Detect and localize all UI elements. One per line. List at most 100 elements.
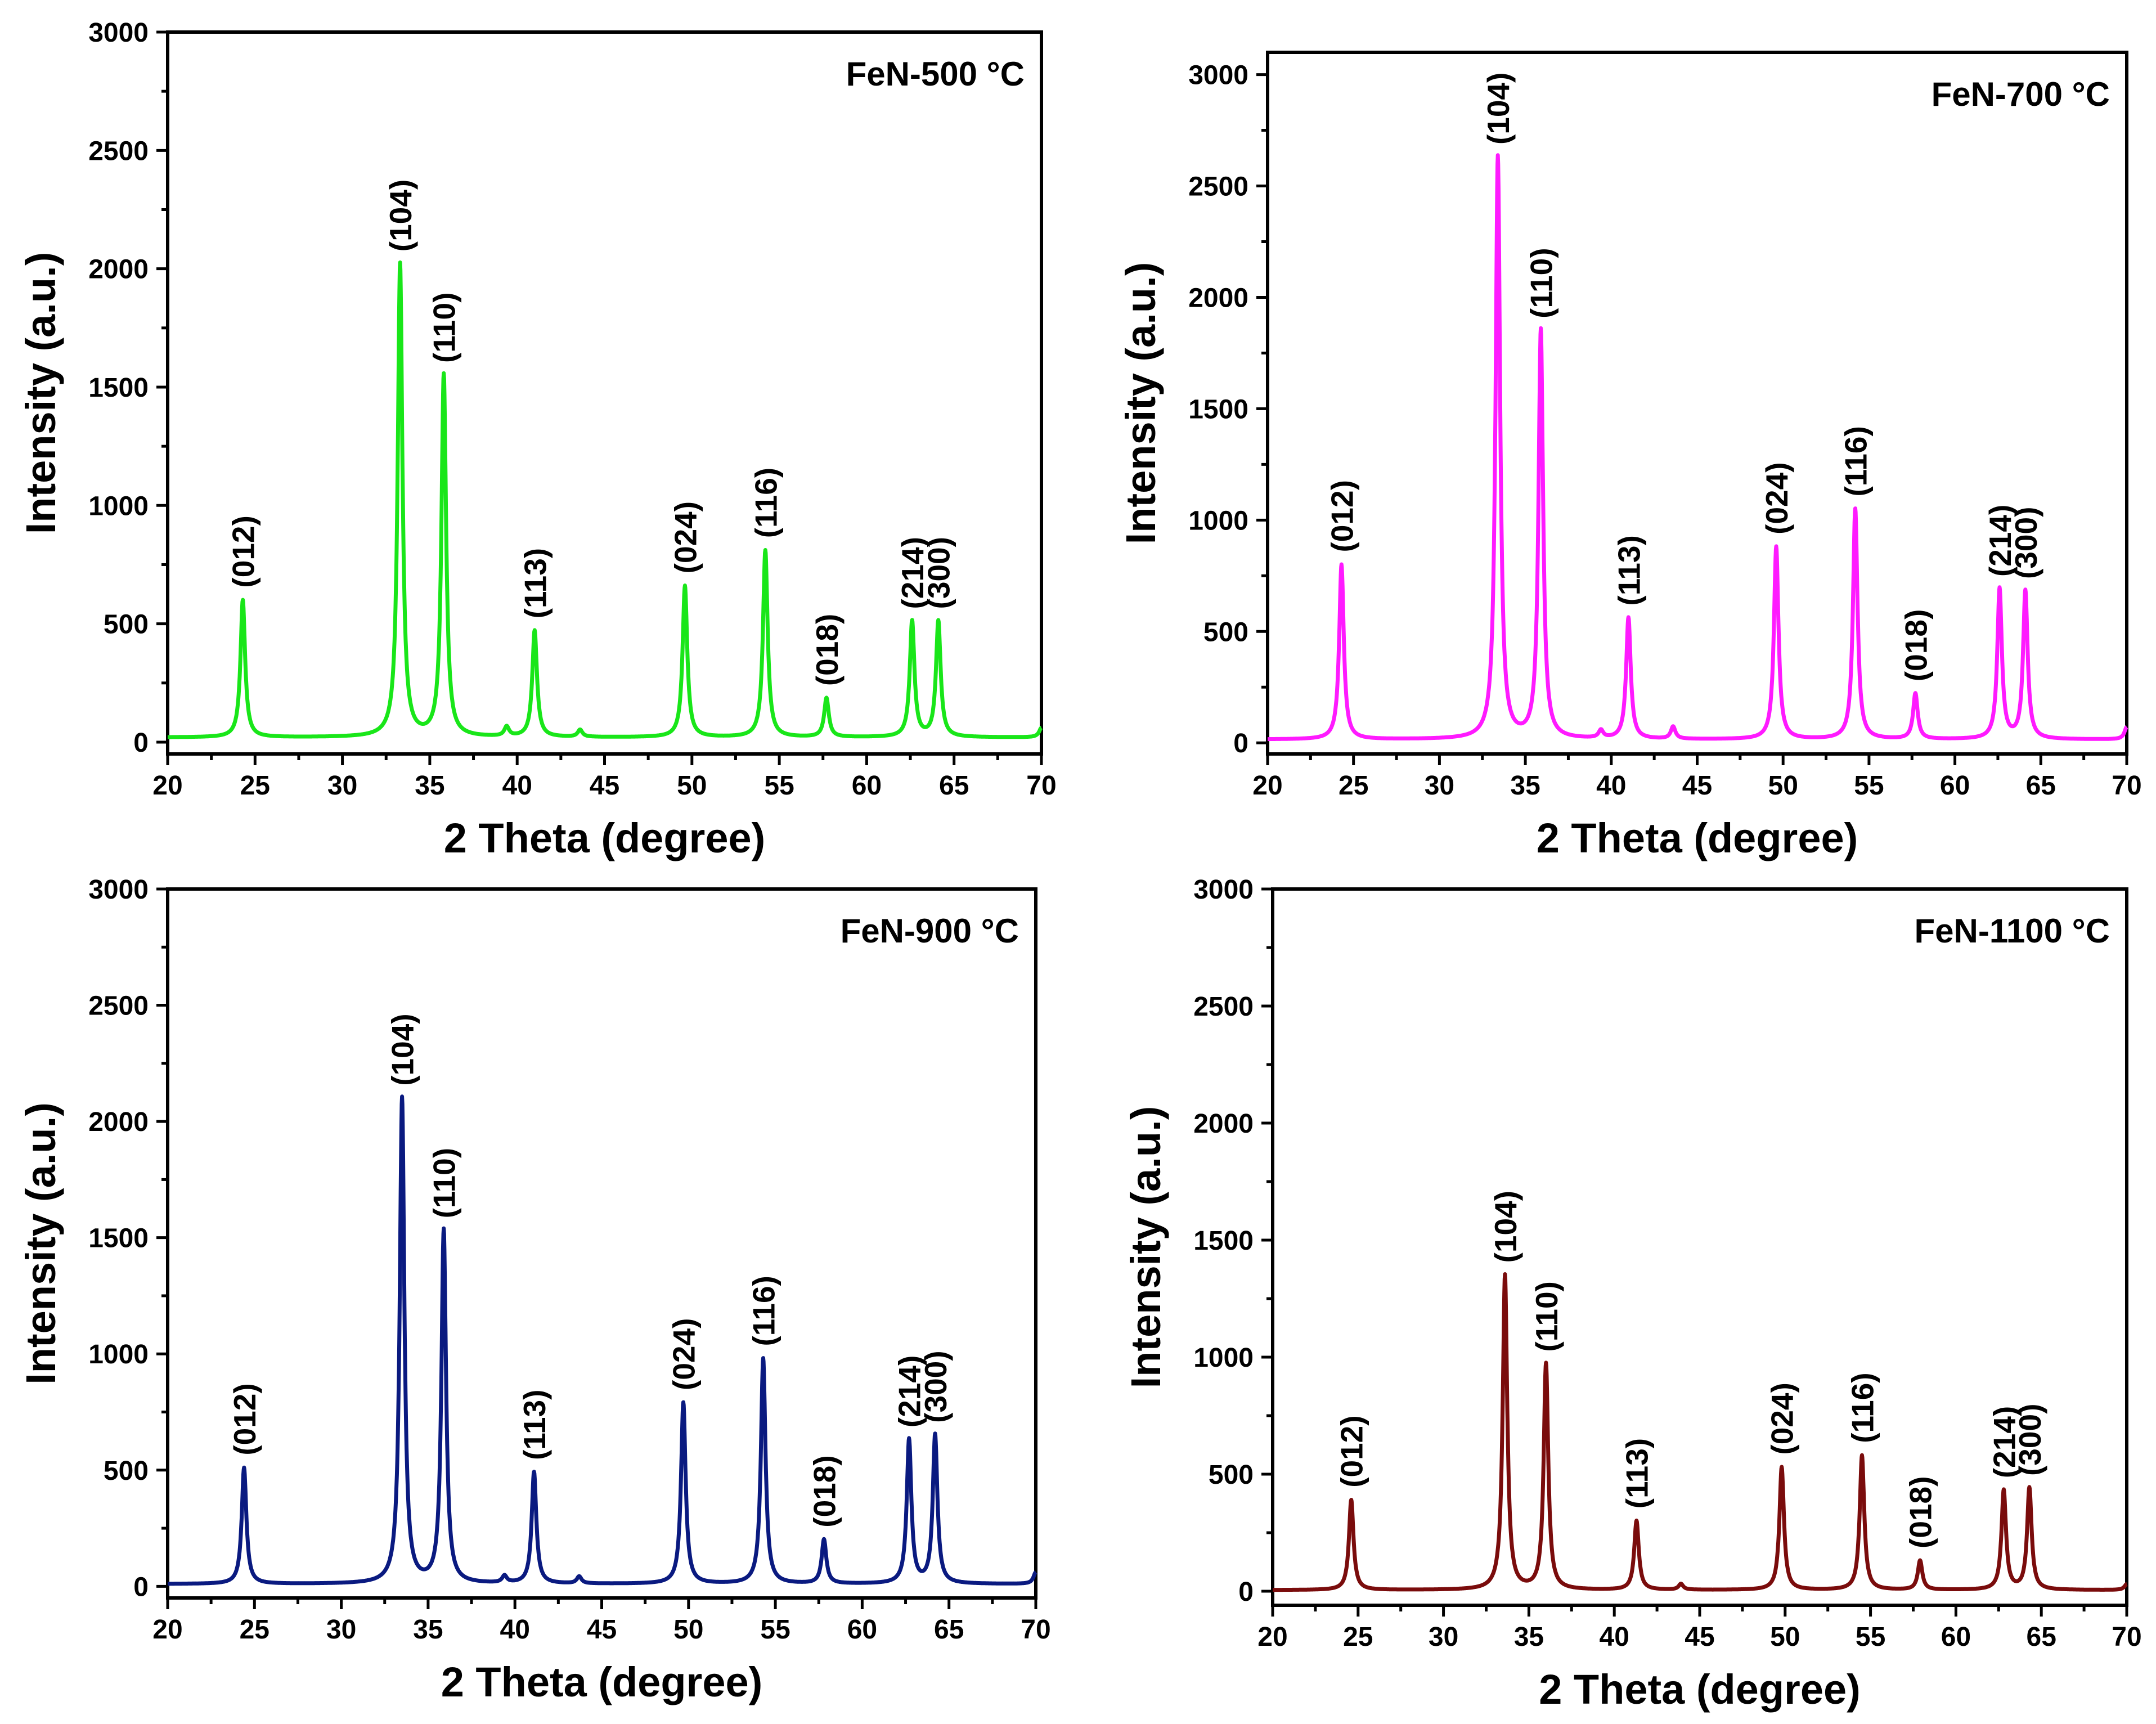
- x-tick-label: 60: [847, 1615, 877, 1645]
- y-tick-label: 2000: [88, 255, 149, 285]
- x-tick-label: 30: [1425, 771, 1454, 801]
- peak-label-113: (113): [517, 1390, 552, 1460]
- chart-panel-4: 20 25 30 35 40 45 50 55 60 65 70 0 500 1000 1500 2000 25…: [1122, 875, 2142, 1713]
- peak-label-104: (104): [1481, 73, 1516, 145]
- peak-label-024: (024): [668, 501, 703, 573]
- x-tick-label: 35: [415, 771, 444, 801]
- y-tick-label: 2500: [88, 991, 149, 1021]
- peak-label-018: (018): [1898, 609, 1933, 681]
- x-axis-title: 2 Theta (degree): [1537, 815, 1858, 861]
- peak-label-018: (018): [810, 614, 845, 686]
- x-tick-label: 25: [240, 771, 270, 801]
- chart-panel-1: 20 25 30 35 40 45 50 55 60 65 70 0 500 1000 1500 2000 25…: [17, 18, 1057, 861]
- peak-label-116: (116): [1845, 1372, 1880, 1443]
- x-tick-label: 20: [1252, 771, 1282, 801]
- y-tick-label: 0: [1238, 1577, 1254, 1607]
- peak-label-300: (300): [2013, 1404, 2047, 1476]
- x-tick-label: 50: [673, 1615, 703, 1645]
- x-tick-label: 40: [1596, 771, 1626, 801]
- peak-label-104: (104): [383, 179, 418, 252]
- y-tick-label: 0: [133, 1572, 149, 1602]
- y-tick-label: 3000: [88, 875, 149, 905]
- x-tick-label: 50: [1770, 1622, 1800, 1652]
- x-tick-label: 35: [413, 1615, 443, 1645]
- y-tick-label: 1500: [88, 373, 149, 403]
- panel-title: FeN-500 °C: [846, 55, 1025, 93]
- peak-label-024: (024): [1759, 462, 1794, 534]
- x-tick-label: 55: [760, 1615, 790, 1645]
- y-tick-label: 1500: [1188, 394, 1248, 424]
- y-tick-label: 0: [133, 728, 149, 758]
- x-tick-label: 20: [1257, 1622, 1287, 1652]
- y-tick-label: 2000: [1193, 1109, 1254, 1139]
- x-tick-label: 25: [1343, 1622, 1373, 1652]
- x-tick-label: 55: [1856, 1622, 1885, 1652]
- y-tick-label: 500: [1203, 617, 1248, 647]
- x-tick-label: 70: [2112, 1622, 2141, 1652]
- x-tick-label: 45: [590, 771, 619, 801]
- x-tick-label: 35: [1514, 1622, 1544, 1652]
- y-tick-label: 2500: [1188, 172, 1248, 202]
- y-tick-label: 1000: [1188, 506, 1248, 536]
- x-tick-label: 25: [240, 1615, 270, 1645]
- peak-label-113: (113): [518, 548, 553, 618]
- peak-label-116: (116): [748, 468, 783, 538]
- y-tick-label: 500: [1209, 1460, 1254, 1490]
- y-axis-title: Intensity (a.u.): [1122, 1106, 1169, 1389]
- x-tick-label: 65: [934, 1615, 964, 1645]
- panel-title: FeN-700 °C: [1932, 75, 2110, 113]
- y-tick-label: 3000: [1188, 61, 1248, 91]
- xrd-pattern-line: [166, 1094, 1037, 1586]
- peak-label-214: (214): [1983, 505, 2018, 577]
- y-tick-label: 1500: [1193, 1226, 1254, 1256]
- y-tick-label: 2500: [1193, 992, 1254, 1022]
- y-tick-label: 1000: [88, 1340, 149, 1370]
- peak-label-214: (214): [895, 537, 930, 609]
- x-tick-label: 60: [1941, 1622, 1971, 1652]
- x-tick-label: 35: [1510, 771, 1540, 801]
- x-tick-label: 40: [1600, 1622, 1629, 1652]
- chart-panel-2: 20 25 30 35 40 45 50 55 60 65 70 0 500 1000 1500 2000 25…: [1117, 51, 2142, 861]
- y-tick-label: 0: [1233, 729, 1248, 758]
- peak-label-110: (110): [1524, 248, 1559, 318]
- peak-label-214: (214): [892, 1355, 927, 1427]
- x-tick-label: 40: [502, 771, 532, 801]
- y-tick-label: 500: [104, 1456, 149, 1486]
- x-tick-label: 55: [1854, 771, 1884, 801]
- x-tick-label: 30: [326, 1615, 356, 1645]
- plot-frame: [1271, 887, 2128, 1607]
- peak-label-024: (024): [1765, 1382, 1800, 1454]
- x-tick-label: 20: [152, 771, 182, 801]
- y-axis-title: Intensity (a.u.): [17, 252, 64, 535]
- y-tick-label: 1000: [1193, 1343, 1254, 1373]
- y-tick-label: 1000: [88, 491, 149, 521]
- peak-label-104: (104): [385, 1013, 420, 1085]
- peak-label-012: (012): [227, 1383, 262, 1455]
- x-tick-label: 60: [1940, 771, 1970, 801]
- peak-label-300: (300): [922, 537, 956, 609]
- y-tick-label: 1500: [88, 1224, 149, 1254]
- peak-label-214: (214): [1987, 1406, 2022, 1478]
- peak-label-024: (024): [667, 1318, 702, 1390]
- x-tick-label: 45: [1682, 771, 1712, 801]
- peak-label-110: (110): [427, 293, 462, 363]
- xrd-pattern-line: [166, 260, 1043, 739]
- y-tick-label: 2500: [88, 136, 149, 166]
- x-tick-label: 25: [1338, 771, 1368, 801]
- y-tick-label: 500: [104, 610, 149, 640]
- peak-label-018: (018): [1903, 1476, 1938, 1548]
- y-tick-label: 2000: [88, 1107, 149, 1137]
- x-tick-label: 45: [1685, 1622, 1714, 1652]
- x-tick-label: 70: [1026, 771, 1056, 801]
- x-tick-label: 45: [587, 1615, 617, 1645]
- peak-label-110: (110): [1529, 1281, 1564, 1352]
- x-axis-title: 2 Theta (degree): [441, 1659, 763, 1705]
- y-axis-title: Intensity (a.u.): [17, 1102, 64, 1385]
- xrd-pattern-line: [1266, 153, 2128, 742]
- y-tick-label: 3000: [88, 18, 149, 48]
- x-tick-label: 65: [939, 771, 969, 801]
- x-axis-title: 2 Theta (degree): [444, 815, 766, 861]
- x-tick-label: 70: [2112, 771, 2141, 801]
- xrd-pattern-line: [1271, 1272, 2128, 1592]
